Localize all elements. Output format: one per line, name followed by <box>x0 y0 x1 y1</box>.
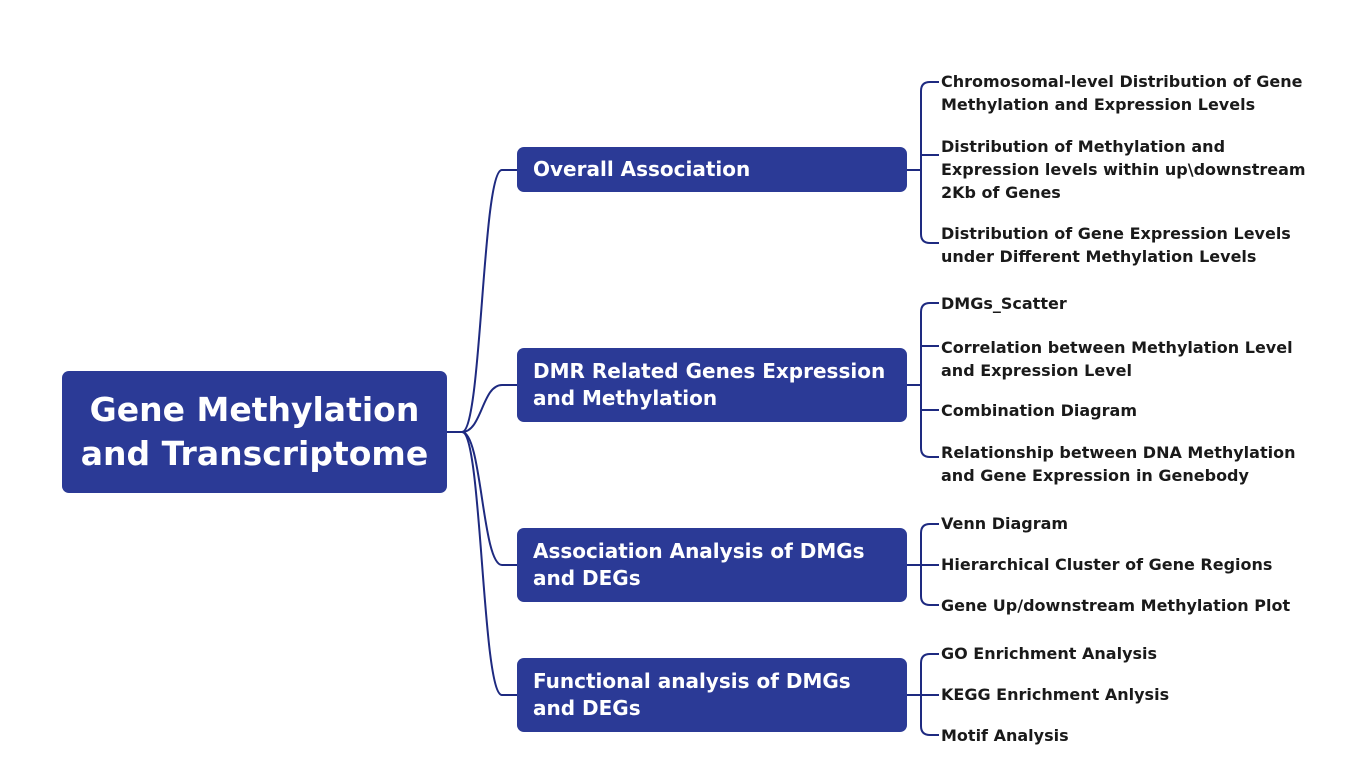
branch-dmr-related-genes[interactable]: DMR Related Genes Expression and Methyla… <box>517 348 907 422</box>
leaf-node[interactable]: DMGs_Scatter <box>941 294 1067 313</box>
leaf-node[interactable]: Venn Diagram <box>941 514 1069 533</box>
leaf-node[interactable]: KEGG Enrichment Anlysis <box>941 685 1170 704</box>
leaf-node[interactable]: Motif Analysis <box>941 726 1069 745</box>
leaf-node[interactable]: Combination Diagram <box>941 401 1137 420</box>
root-node[interactable]: Gene Methylation and Transcriptome <box>62 371 447 493</box>
leaf-node[interactable]: Chromosomal-level Distribution of Gene M… <box>941 72 1303 114</box>
leaf-node[interactable]: Distribution of Methylation and Expressi… <box>941 137 1306 202</box>
branch-label: Overall Association <box>533 157 751 181</box>
leaf-node[interactable]: Hierarchical Cluster of Gene Regions <box>941 555 1273 574</box>
leaf-node[interactable]: Relationship between DNA Methylation and… <box>941 443 1296 485</box>
leaf-node[interactable]: Distribution of Gene Expression Levels u… <box>941 224 1291 266</box>
branch-association-analysis[interactable]: Association Analysis of DMGs and DEGs <box>517 528 907 602</box>
leaf-node[interactable]: Gene Up/downstream Methylation Plot <box>941 596 1291 615</box>
branch-label: Functional analysis of DMGs and DEGs <box>533 669 851 720</box>
branch-label: DMR Related Genes Expression and Methyla… <box>533 359 886 410</box>
root-node-label: Gene Methylation and Transcriptome <box>80 390 429 473</box>
branch-functional-analysis[interactable]: Functional analysis of DMGs and DEGs <box>517 658 907 732</box>
leaf-node[interactable]: Correlation between Methylation Level an… <box>941 338 1293 380</box>
branch-overall-association[interactable]: Overall Association <box>517 147 907 192</box>
branch-label: Association Analysis of DMGs and DEGs <box>533 539 865 590</box>
leaf-node[interactable]: GO Enrichment Analysis <box>941 644 1158 663</box>
